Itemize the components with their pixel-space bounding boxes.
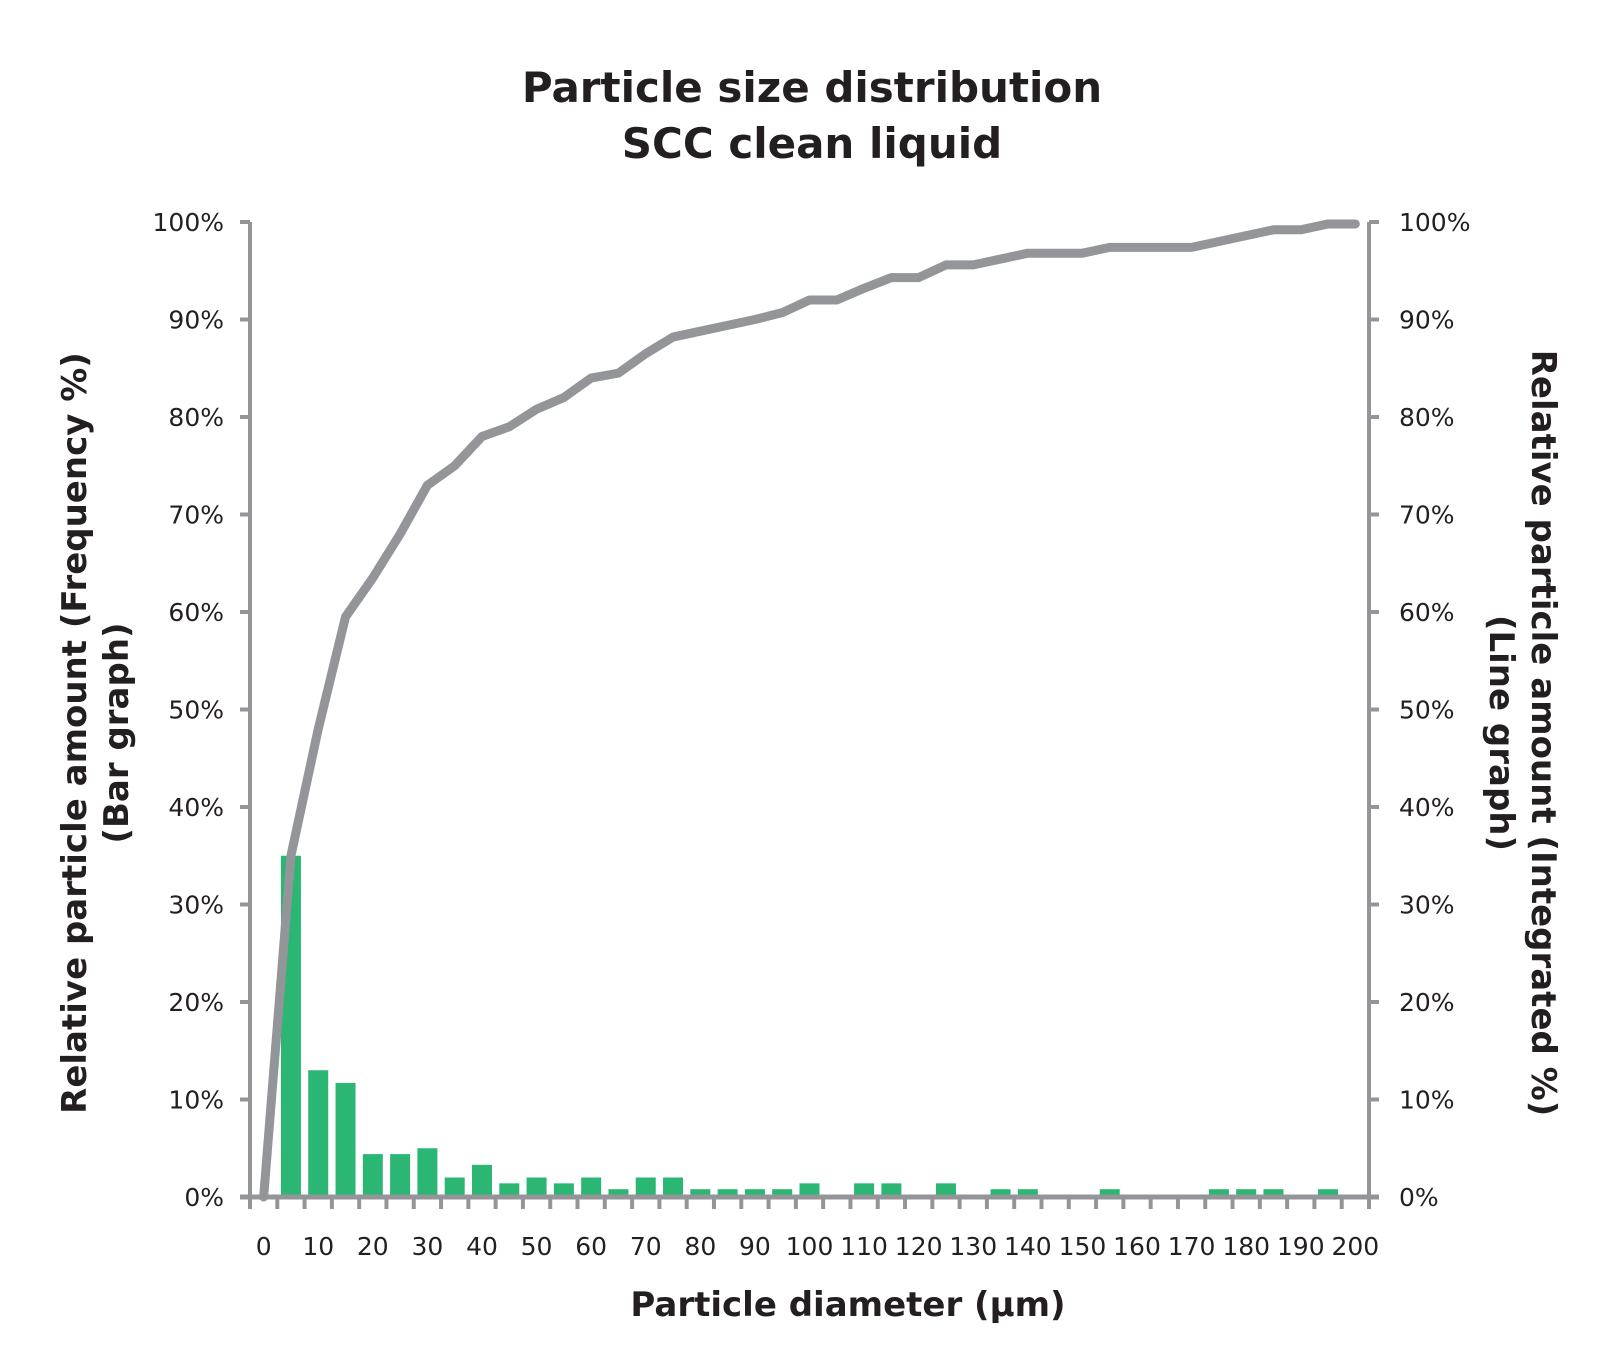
bar	[990, 1189, 1011, 1197]
x-tick-label: 110	[840, 1232, 888, 1261]
bar	[717, 1189, 738, 1197]
x-tick-label: 80	[684, 1232, 716, 1261]
bar	[935, 1183, 956, 1197]
left-y-tick-label: 50%	[168, 696, 224, 725]
x-tick-label: 160	[1113, 1232, 1161, 1261]
right-y-tick-label: 30%	[1399, 891, 1455, 920]
x-tick-label: 150	[1059, 1232, 1107, 1261]
bar-series	[280, 855, 1339, 1197]
bar	[390, 1154, 411, 1197]
bar	[1318, 1189, 1339, 1197]
right-y-tick-label: 90%	[1399, 306, 1455, 335]
bar	[1017, 1189, 1038, 1197]
bar	[417, 1148, 438, 1197]
bar	[335, 1082, 356, 1197]
x-tick-label: 190	[1277, 1232, 1325, 1261]
x-tick-label: 100	[786, 1232, 834, 1261]
left-y-tick-label: 60%	[168, 598, 224, 627]
x-tick-label: 130	[949, 1232, 997, 1261]
x-tick-label: 120	[895, 1232, 943, 1261]
bar	[581, 1177, 602, 1197]
x-axis-label: Particle diameter (µm)	[630, 1285, 1065, 1325]
right-y-axis-label: Relative particle amount (Integrated %)	[1523, 350, 1563, 1117]
left-y-tick-label: 0%	[184, 1183, 224, 1212]
right-y-tick-label: 70%	[1399, 501, 1455, 530]
left-y-axis-label: Relative particle amount (Frequency %)	[55, 352, 95, 1114]
bar	[744, 1189, 765, 1197]
right-y-tick-label: 60%	[1399, 598, 1455, 627]
x-tick-label: 70	[630, 1232, 662, 1261]
bar	[881, 1183, 902, 1197]
bar	[526, 1177, 547, 1197]
x-tick-label: 90	[739, 1232, 771, 1261]
right-y-tick-label: 80%	[1399, 403, 1455, 432]
bar	[308, 1070, 329, 1197]
bar	[471, 1164, 492, 1197]
bar	[635, 1177, 656, 1197]
axes	[240, 220, 1379, 1209]
bar	[1099, 1189, 1120, 1197]
left-y-tick-label: 40%	[168, 793, 224, 822]
bar	[690, 1189, 711, 1197]
x-tick-label: 50	[521, 1232, 553, 1261]
left-y-tick-label: 70%	[168, 501, 224, 530]
left-y-axis-sublabel: (Bar graph)	[97, 622, 137, 843]
x-tick-label: 40	[466, 1232, 498, 1261]
bar	[799, 1183, 820, 1197]
right-y-tick-label: 10%	[1399, 1086, 1455, 1115]
right-y-axis-sublabel: (Line graph)	[1481, 615, 1521, 851]
right-y-tick-label: 100%	[1399, 208, 1470, 237]
tick-labels: 0% 0% 10% 10% 20% 20% 30% 30% 40% 40% 50% 50% 60% 60%…	[153, 208, 1471, 1261]
x-tick-label: 140	[1004, 1232, 1052, 1261]
x-tick-label: 30	[411, 1232, 443, 1261]
x-tick-label: 200	[1331, 1232, 1379, 1261]
bar	[1208, 1189, 1229, 1197]
bar	[1263, 1189, 1284, 1197]
x-tick-label: 20	[357, 1232, 389, 1261]
right-y-tick-label: 0%	[1399, 1183, 1439, 1212]
x-tick-label: 60	[575, 1232, 607, 1261]
bar	[553, 1183, 574, 1197]
left-y-tick-label: 20%	[168, 988, 224, 1017]
bar	[772, 1189, 793, 1197]
right-y-tick-label: 40%	[1399, 793, 1455, 822]
bar	[444, 1177, 465, 1197]
bar	[499, 1183, 520, 1197]
chart-title-line-1: Particle size distribution	[522, 63, 1102, 112]
x-tick-label: 10	[302, 1232, 334, 1261]
cumulative-line	[259, 219, 1360, 1202]
left-y-tick-label: 100%	[153, 208, 224, 237]
chart-title-line-2: SCC clean liquid	[622, 119, 1002, 168]
left-y-tick-label: 80%	[168, 403, 224, 432]
right-y-tick-label: 50%	[1399, 696, 1455, 725]
x-tick-label: 180	[1222, 1232, 1270, 1261]
left-y-tick-label: 90%	[168, 306, 224, 335]
left-y-tick-label: 10%	[168, 1086, 224, 1115]
x-tick-label: 170	[1168, 1232, 1216, 1261]
left-y-tick-label: 30%	[168, 891, 224, 920]
bar	[1236, 1189, 1257, 1197]
bar	[663, 1177, 684, 1197]
line-series	[259, 219, 1360, 1202]
bar	[362, 1154, 383, 1197]
right-y-tick-label: 20%	[1399, 988, 1455, 1017]
x-tick-label: 0	[256, 1232, 272, 1261]
bar	[608, 1189, 629, 1197]
bar	[854, 1183, 875, 1197]
